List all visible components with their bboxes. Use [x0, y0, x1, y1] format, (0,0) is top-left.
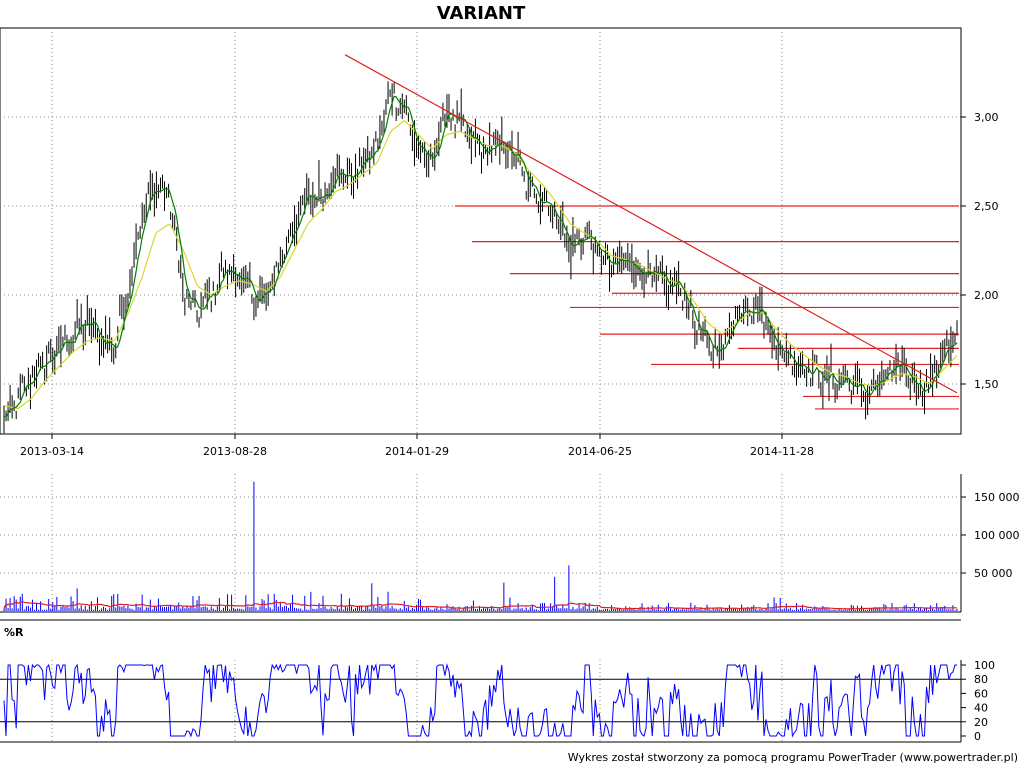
moving-average-fast [3, 95, 958, 418]
price-x-tick-label: 2013-03-14 [20, 445, 84, 458]
williams-r-line [3, 663, 957, 738]
volume-grid [0, 474, 961, 612]
price-x-tick-label: 2013-08-28 [203, 445, 267, 458]
price-y-tick-label: 3,00 [974, 111, 999, 124]
price-x-tick-label: 2014-06-25 [568, 445, 632, 458]
price-y-axis: 1,50 2,00 2,50 3,00 [960, 28, 999, 434]
wr-grid [0, 660, 961, 742]
volume-y-axis: 50 000 100 000 150 000 [961, 491, 1020, 580]
volume-y-tick-label: 150 000 [974, 491, 1020, 504]
wr-label: %R [4, 626, 24, 639]
wr-y-tick-label: 100 [974, 659, 995, 672]
chart-title: VARIANT [437, 3, 526, 24]
wr-y-tick-label: 40 [974, 702, 988, 715]
wr-y-tick-label: 80 [974, 673, 988, 686]
footer-credit: Wykres został stworzony za pomocą progra… [568, 751, 1018, 764]
price-y-tick-label: 2,00 [974, 289, 999, 302]
wr-y-tick-label: 60 [974, 687, 988, 700]
moving-average-slow [3, 119, 958, 410]
volume-panel: 50 000 100 000 150 000 [0, 474, 1020, 613]
price-x-axis: 2013-03-14 2013-08-28 2014-01-29 2014-06-25… [20, 434, 814, 458]
price-y-tick-label: 2,50 [974, 200, 999, 213]
volume-y-tick-label: 50 000 [974, 567, 1013, 580]
volume-bars [3, 481, 958, 611]
trend-line [344, 54, 958, 394]
volume-y-tick-label: 100 000 [974, 529, 1020, 542]
volume-average [3, 600, 957, 610]
wr-y-tick-label: 0 [974, 730, 981, 743]
price-x-tick-label: 2014-11-28 [750, 445, 814, 458]
support-lines [455, 205, 959, 410]
price-y-tick-label: 1,50 [974, 378, 999, 391]
price-x-tick-label: 2014-01-29 [385, 445, 449, 458]
price-candles [3, 81, 958, 434]
price-panel: 1,502,002,503,00 2013-03-14 2013-08-28 201… [0, 27, 999, 458]
wr-y-tick-label: 20 [974, 716, 988, 729]
